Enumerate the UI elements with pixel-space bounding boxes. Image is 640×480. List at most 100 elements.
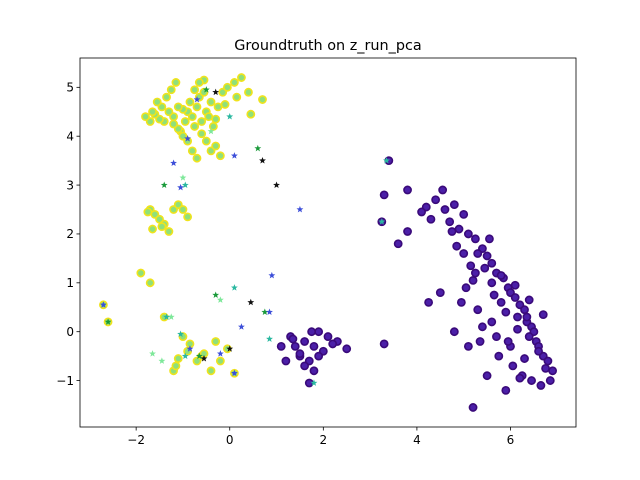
data-point-yellow bbox=[173, 354, 183, 363]
data-point-purple bbox=[503, 337, 513, 346]
data-point-purple bbox=[459, 209, 469, 219]
data-point-purple bbox=[295, 349, 305, 359]
data-point-yellow bbox=[183, 212, 193, 222]
data-point-star bbox=[273, 181, 280, 188]
data-point-star bbox=[216, 350, 224, 357]
y-tick-label: 4 bbox=[66, 129, 74, 143]
data-point-star bbox=[99, 301, 107, 308]
data-point-purple bbox=[541, 363, 550, 373]
data-point-purple bbox=[304, 378, 314, 388]
data-point-yellow bbox=[197, 129, 207, 139]
data-point-yellow bbox=[152, 97, 162, 107]
data-point-star bbox=[254, 144, 262, 152]
data-point-yellow bbox=[178, 131, 188, 141]
data-point-yellow bbox=[208, 122, 218, 131]
data-point-purple bbox=[515, 373, 525, 383]
data-point-star bbox=[170, 159, 178, 166]
data-point-yellow bbox=[180, 117, 190, 126]
data-point-yellow bbox=[145, 278, 155, 288]
data-point-star bbox=[212, 88, 220, 96]
data-point-purple bbox=[417, 207, 426, 217]
data-point-yellow bbox=[192, 102, 202, 112]
data-point-yellow bbox=[190, 122, 200, 131]
data-point-yellow bbox=[169, 119, 178, 129]
data-point-purple bbox=[431, 195, 441, 205]
data-point-star bbox=[238, 323, 245, 330]
data-point-purple bbox=[522, 312, 532, 322]
data-point-purple bbox=[520, 305, 529, 315]
data-point-yellow bbox=[246, 109, 256, 119]
data-point-yellow bbox=[136, 268, 146, 278]
data-point-purple bbox=[463, 229, 473, 239]
data-point-purple bbox=[538, 310, 548, 319]
data-point-yellow bbox=[201, 136, 211, 146]
data-point-purple bbox=[379, 339, 389, 349]
data-point-star bbox=[160, 181, 168, 188]
data-point-yellow bbox=[220, 100, 230, 109]
data-point-yellow bbox=[222, 82, 232, 92]
data-point-purple bbox=[513, 324, 522, 334]
data-point-yellow bbox=[192, 356, 202, 366]
data-point-purple bbox=[489, 290, 499, 300]
data-point-purple bbox=[536, 381, 546, 390]
data-point-star bbox=[230, 284, 238, 291]
data-point-yellow bbox=[215, 151, 225, 161]
data-point-yellow bbox=[211, 114, 221, 124]
data-point-yellow bbox=[237, 73, 246, 82]
data-point-yellow bbox=[187, 146, 197, 156]
data-point-purple bbox=[452, 241, 462, 251]
data-point-yellow bbox=[148, 224, 157, 234]
data-point-yellow bbox=[190, 85, 200, 95]
x-tick-label: 4 bbox=[413, 433, 421, 447]
data-point-purple bbox=[445, 217, 455, 227]
data-point-star bbox=[226, 113, 234, 120]
data-marks bbox=[98, 73, 558, 412]
data-point-purple bbox=[449, 200, 459, 210]
data-point-yellow bbox=[178, 205, 188, 214]
data-point-purple bbox=[482, 251, 492, 261]
data-point-purple bbox=[456, 297, 466, 307]
data-point-star bbox=[167, 313, 175, 320]
data-point-purple bbox=[494, 351, 504, 361]
data-point-purple bbox=[510, 280, 520, 290]
data-point-star bbox=[158, 357, 166, 364]
data-point-purple bbox=[403, 227, 412, 236]
data-point-purple bbox=[524, 332, 534, 341]
data-point-purple bbox=[501, 307, 511, 317]
data-point-yellow bbox=[204, 112, 214, 122]
data-point-star bbox=[230, 152, 238, 159]
data-point-purple bbox=[473, 249, 483, 258]
data-point-star bbox=[383, 157, 390, 164]
data-point-purple bbox=[426, 214, 436, 224]
data-point-star bbox=[163, 313, 170, 320]
data-point-purple bbox=[403, 185, 412, 195]
data-point-purple bbox=[440, 205, 450, 214]
data-point-yellow bbox=[162, 92, 171, 102]
data-point-star bbox=[226, 345, 234, 352]
data-point-purple bbox=[300, 361, 310, 371]
data-point-purple bbox=[307, 327, 317, 337]
data-point-purple bbox=[482, 371, 492, 381]
x-tick-label: 6 bbox=[507, 433, 515, 447]
data-point-purple bbox=[328, 339, 338, 349]
data-point-star bbox=[202, 86, 210, 93]
data-point-star bbox=[177, 183, 185, 191]
data-point-star bbox=[230, 369, 238, 377]
data-point-purple bbox=[393, 239, 403, 249]
data-point-yellow bbox=[187, 112, 197, 122]
data-point-star bbox=[296, 205, 304, 213]
data-point-purple bbox=[435, 288, 445, 297]
data-point-purple bbox=[545, 376, 555, 385]
data-point-purple bbox=[492, 332, 501, 341]
data-point-yellow bbox=[211, 337, 221, 346]
data-point-purple bbox=[276, 341, 286, 351]
data-point-purple bbox=[309, 341, 319, 351]
data-point-yellow bbox=[164, 107, 174, 117]
data-point-yellow bbox=[232, 92, 242, 102]
data-point-star bbox=[195, 352, 203, 360]
x-tick-label: −2 bbox=[127, 433, 145, 447]
data-point-yellow bbox=[206, 97, 216, 107]
plot-area-frame bbox=[79, 57, 577, 428]
